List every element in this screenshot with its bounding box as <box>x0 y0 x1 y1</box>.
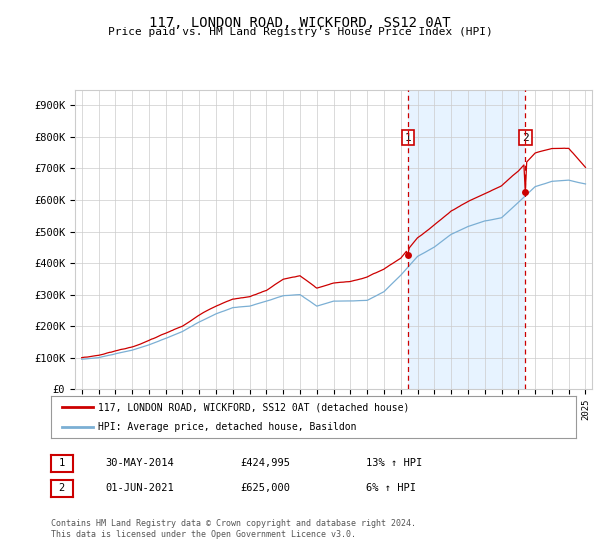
Text: 117, LONDON ROAD, WICKFORD, SS12 0AT: 117, LONDON ROAD, WICKFORD, SS12 0AT <box>149 16 451 30</box>
Text: £625,000: £625,000 <box>240 483 290 493</box>
Text: 6% ↑ HPI: 6% ↑ HPI <box>366 483 416 493</box>
Text: 1: 1 <box>404 133 411 143</box>
Text: 30-MAY-2014: 30-MAY-2014 <box>105 458 174 468</box>
Text: 1: 1 <box>59 458 65 468</box>
Text: 13% ↑ HPI: 13% ↑ HPI <box>366 458 422 468</box>
Text: £424,995: £424,995 <box>240 458 290 468</box>
Text: 2: 2 <box>522 133 529 143</box>
Text: 117, LONDON ROAD, WICKFORD, SS12 0AT (detached house): 117, LONDON ROAD, WICKFORD, SS12 0AT (de… <box>98 402 410 412</box>
Text: 2: 2 <box>59 483 65 493</box>
Text: 01-JUN-2021: 01-JUN-2021 <box>105 483 174 493</box>
Text: Price paid vs. HM Land Registry's House Price Index (HPI): Price paid vs. HM Land Registry's House … <box>107 27 493 37</box>
Text: Contains HM Land Registry data © Crown copyright and database right 2024.
This d: Contains HM Land Registry data © Crown c… <box>51 519 416 539</box>
Text: HPI: Average price, detached house, Basildon: HPI: Average price, detached house, Basi… <box>98 422 357 432</box>
Bar <box>407 90 526 389</box>
